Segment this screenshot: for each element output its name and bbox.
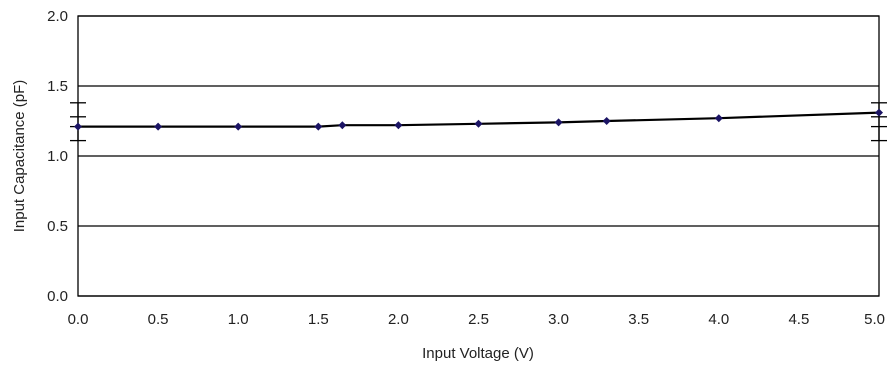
x-tick-label-9: 4.5 (788, 311, 809, 328)
y-tick-label-3: 1.5 (47, 78, 68, 95)
data-point-3 (314, 122, 323, 131)
y-axis-title: Input Capacitance (pF) (11, 80, 28, 233)
data-point-7 (554, 118, 563, 127)
x-axis-title: Input Voltage (V) (422, 345, 534, 362)
x-tick-label-4: 2.0 (388, 311, 409, 328)
x-tick-label-1: 0.5 (148, 311, 169, 328)
data-points (74, 108, 883, 131)
data-point-6 (474, 119, 483, 128)
data-point-4 (338, 121, 347, 130)
x-tick-label-2: 1.0 (228, 311, 249, 328)
data-point-8 (602, 117, 611, 125)
x-tick-label-7: 3.5 (628, 311, 649, 328)
data-point-0 (74, 122, 82, 131)
x-tick-label-3: 1.5 (308, 311, 329, 328)
plot-frame (77, 15, 880, 297)
data-point-2 (234, 122, 243, 131)
y-tick-label-2: 1.0 (47, 148, 68, 165)
x-tick-labels: 0.0 0.5 1.0 1.5 2.0 2.5 3.0 3.5 4.0 4.5 5.0 (68, 311, 885, 328)
y-tick-label-0: 0.0 (47, 288, 68, 305)
x-tick-label-0: 0.0 (68, 311, 89, 328)
y-tick-label-4: 2.0 (47, 8, 68, 25)
data-point-10 (875, 108, 883, 117)
data-point-5 (394, 121, 403, 130)
y-tick-label-1: 0.5 (47, 218, 68, 235)
x-tick-label-10: 5.0 (864, 311, 885, 328)
x-tick-label-6: 3.0 (548, 311, 569, 328)
x-tick-label-5: 2.5 (468, 311, 489, 328)
data-point-9 (714, 114, 723, 123)
x-tick-label-8: 4.0 (708, 311, 729, 328)
grid-lines (78, 15, 879, 297)
data-point-1 (154, 122, 163, 131)
y-tick-labels: 0.0 0.5 1.0 1.5 2.0 (47, 8, 68, 305)
